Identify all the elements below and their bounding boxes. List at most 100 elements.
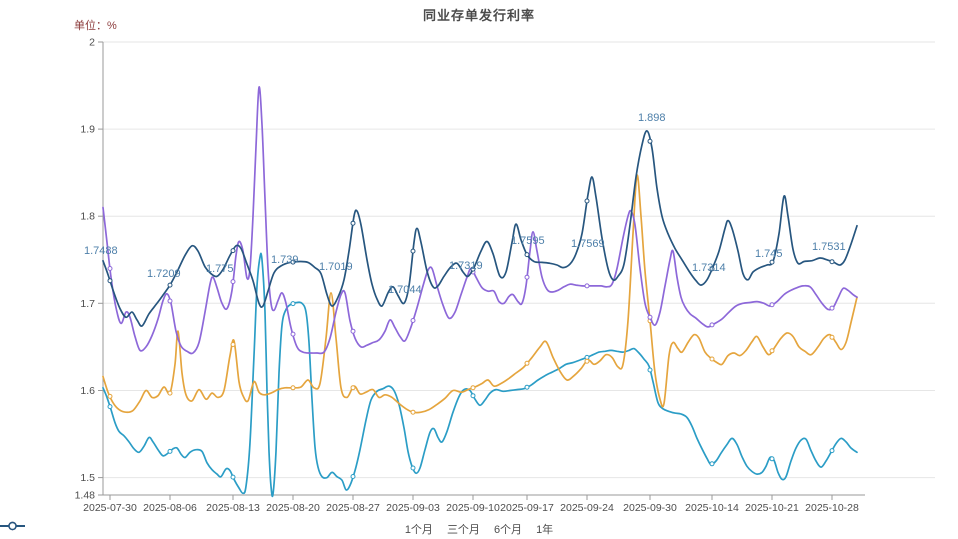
legend-label-1y: 1年 [536, 524, 554, 536]
series-marker-3m [470, 385, 476, 391]
series-marker-1m [350, 474, 356, 479]
series-marker-3m [524, 360, 530, 366]
series-marker-1m [167, 448, 173, 454]
series-marker-3m [290, 385, 296, 391]
series-marker-6m [230, 279, 236, 285]
series-marker-6m [829, 305, 835, 311]
series-marker-1m [410, 465, 416, 471]
series-marker-1m [769, 456, 775, 462]
series-marker-3m [350, 385, 356, 391]
y-axis-label: 1.7 [80, 298, 95, 310]
legend-label-1m: 1个月 [404, 524, 433, 536]
point-value-label: 1.745 [755, 248, 783, 260]
x-axis-label: 2025-09-17 [500, 502, 554, 514]
series-marker-6m [167, 298, 173, 304]
x-axis-label: 2025-08-06 [143, 502, 197, 514]
series-marker-1y [470, 266, 476, 272]
series-marker-6m [290, 331, 296, 337]
x-axis-label: 2025-09-03 [386, 502, 440, 514]
legend-item-1m[interactable]: 1个月 [0, 521, 433, 537]
legend-label-6m: 6个月 [493, 524, 523, 536]
series-marker-1y [709, 266, 715, 272]
series-marker-6m [647, 314, 653, 320]
y-axis-label: 1.6 [80, 385, 95, 397]
legend-item-1y[interactable]: 1年 [0, 521, 554, 537]
point-value-label: 1.775 [206, 263, 234, 275]
series-marker-6m [709, 322, 715, 328]
series-marker-3m [709, 356, 715, 362]
series-marker-6m [584, 283, 590, 289]
series-marker-1y [230, 248, 236, 254]
legend-label-3m: 三个月 [446, 524, 480, 536]
x-axis-label: 2025-08-27 [326, 502, 380, 514]
point-value-label: 1.898 [638, 112, 666, 124]
point-value-label: 1.7019 [319, 261, 353, 273]
series-marker-1m [524, 384, 530, 390]
chart-title: 同业存单发行利率 [422, 8, 535, 23]
series-marker-1m [709, 461, 715, 467]
point-value-label: 1.7531 [812, 241, 846, 253]
series-marker-1m [470, 393, 476, 399]
series-marker-1m [107, 404, 113, 410]
series-marker-3m [584, 358, 590, 364]
x-axis-label: 2025-07-30 [83, 502, 137, 514]
series-marker-1y [107, 278, 113, 284]
series-marker-3m [167, 390, 173, 396]
series-marker-1m [290, 301, 296, 307]
series-marker-1y [647, 138, 653, 144]
series-line-6m [102, 86, 858, 355]
chart-legend: 1个月 三个月 6个月 1年 [0, 521, 958, 537]
x-axis-label: 2025-10-28 [805, 502, 859, 514]
series-marker-1y [524, 252, 530, 258]
series-line-3m [102, 174, 858, 414]
legend-item-6m[interactable]: 6个月 [0, 521, 523, 537]
y-axis-label: 1.5 [80, 472, 95, 484]
series-marker-1y [584, 198, 590, 204]
series-marker-1y [829, 259, 835, 265]
point-value-label: 1.7209 [147, 268, 181, 280]
series-marker-6m [350, 328, 356, 334]
legend-marker-1y [0, 521, 25, 531]
series-marker-3m [107, 393, 113, 399]
y-axis-label: 1.8 [80, 211, 95, 223]
series-marker-6m [524, 274, 530, 280]
x-axis-label: 2025-10-14 [685, 502, 739, 514]
point-value-label: 1.7319 [449, 260, 483, 272]
series-marker-6m [107, 266, 113, 271]
x-axis-label: 2025-09-30 [623, 502, 677, 514]
point-value-label: 1.7488 [84, 245, 118, 257]
series-marker-1y [410, 248, 416, 254]
point-value-label: 1.739 [271, 254, 299, 266]
series-marker-1y [769, 259, 775, 265]
point-value-label: 1.7314 [692, 262, 726, 274]
series-marker-3m [769, 348, 775, 354]
y-axis-label: 2 [89, 37, 95, 49]
unit-label: 单位：% [74, 20, 117, 32]
series-marker-3m [829, 334, 835, 340]
series-marker-3m [410, 409, 416, 415]
series-marker-6m [410, 318, 416, 323]
series-marker-1m [647, 367, 653, 373]
series-marker-6m [769, 302, 775, 308]
y-axis-label: 1.9 [80, 124, 95, 136]
point-value-label: 1.7044 [388, 284, 422, 296]
series-line-1y [102, 130, 858, 327]
x-axis-label: 2025-08-20 [266, 502, 320, 514]
series-line-1m [102, 252, 858, 498]
series-marker-1y [167, 282, 173, 288]
point-value-label: 1.7569 [571, 238, 605, 250]
y-axis-label: 1.48 [75, 490, 96, 502]
point-value-label: 1.7595 [511, 235, 545, 247]
x-axis-label: 2025-09-10 [446, 502, 500, 514]
x-axis-label: 2025-10-21 [745, 502, 799, 514]
series-marker-1y [290, 259, 296, 265]
x-axis-label: 2025-09-24 [560, 502, 614, 514]
series-marker-1y [350, 220, 356, 226]
x-axis-label: 2025-08-13 [206, 502, 260, 514]
legend-item-3m[interactable]: 三个月 [0, 521, 480, 537]
series-marker-1m [829, 448, 835, 454]
series-marker-3m [230, 342, 236, 347]
series-marker-1m [230, 474, 236, 480]
